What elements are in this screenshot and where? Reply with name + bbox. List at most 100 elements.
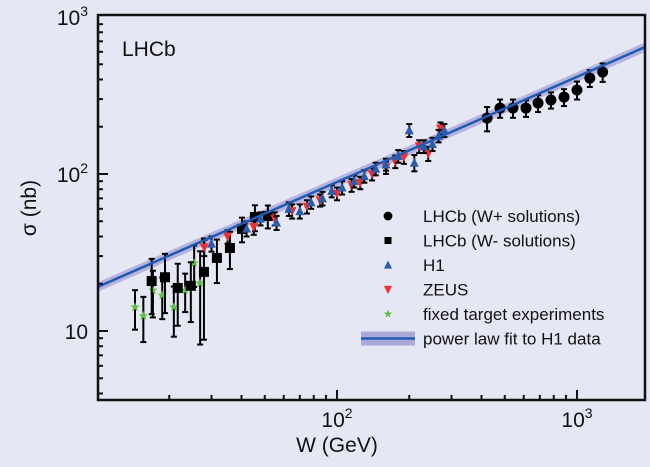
legend-item: power law fit to H1 data (361, 330, 601, 349)
legend-label: LHCb (W- solutions) (423, 232, 576, 251)
legend-marker (383, 260, 393, 269)
marker-triangle-up (349, 176, 359, 186)
legend-label: ZEUS (423, 281, 468, 300)
marker-triangle-down (355, 178, 365, 188)
legend-marker-triangle-down (383, 285, 393, 294)
marker-triangle-up (428, 139, 438, 149)
legend-marker (383, 309, 393, 318)
legend-item: LHCb (W- solutions) (384, 232, 576, 251)
marker-triangle-up (317, 193, 327, 203)
marker-triangle-up (419, 141, 429, 151)
y-tick-label-exponent: 3 (80, 3, 88, 19)
legend: LHCb (W+ solutions) LHCb (W- solutions) H1… (361, 207, 604, 349)
marker-star (148, 285, 158, 295)
marker-triangle-up (207, 238, 217, 248)
y-tick-label: 102 (57, 160, 88, 187)
legend-marker (383, 211, 393, 221)
marker-square (262, 211, 273, 222)
marker-square (198, 266, 209, 277)
legend-marker (384, 237, 392, 244)
data-point-circle (584, 69, 596, 89)
data-point-triangle-down (332, 186, 342, 202)
legend-item: LHCb (W+ solutions) (383, 207, 580, 226)
y-tick-label-base: 10 (65, 321, 88, 344)
marker-triangle-up (272, 217, 282, 227)
annotation-lhcb: LHCb (122, 38, 176, 61)
marker-square (237, 223, 248, 234)
marker-star (195, 278, 205, 288)
data-point-triangle-up (306, 195, 316, 210)
marker-triangle-up (381, 159, 391, 169)
plot-frame (96, 13, 647, 402)
data-point-triangle-down (355, 175, 365, 191)
x-tick-label-base: 10 (561, 409, 584, 432)
data-point-square (172, 262, 183, 327)
marker-triangle-up (255, 213, 265, 223)
x-tick-label: 102 (321, 405, 352, 432)
data-point-triangle-up (317, 190, 327, 207)
marker-star (189, 258, 199, 268)
marker-square (211, 252, 222, 263)
fit-line (97, 45, 646, 288)
y-tick-label: 103 (57, 3, 88, 30)
legend-marker-circle (383, 211, 393, 221)
data-point-triangle-up (419, 139, 429, 155)
marker-square (172, 282, 183, 293)
marker-triangle-up (359, 171, 369, 181)
marker-circle (545, 94, 557, 106)
data-point-triangle-up (404, 123, 414, 139)
x-tick-label-exponent: 3 (585, 405, 593, 421)
marker-circle (520, 102, 532, 114)
y-tick-label-base: 10 (57, 7, 80, 30)
marker-triangle-up (371, 163, 381, 173)
marker-triangle-up (439, 125, 449, 135)
marker-circle (571, 84, 583, 96)
data-point-triangle-up (295, 203, 305, 220)
data-point-star (130, 289, 140, 331)
marker-triangle-up (327, 185, 337, 195)
legend-item: fixed target experiments (383, 305, 604, 324)
marker-star (138, 310, 149, 320)
marker-triangle-up (284, 203, 294, 213)
marker-triangle-up (242, 223, 252, 233)
legend-marker-square (384, 237, 392, 244)
data-point-circle (545, 91, 557, 110)
legend-item: ZEUS (383, 281, 468, 300)
data-point-triangle-up (428, 136, 438, 153)
marker-square (224, 242, 235, 253)
x-axis-label: W (GeV) (296, 434, 378, 457)
data-point-square (211, 238, 222, 285)
data-point-star (195, 250, 205, 346)
y-tick-label-base: 10 (57, 164, 80, 187)
marker-triangle-down (223, 232, 233, 242)
legend-label: fixed target experiments (423, 305, 604, 324)
marker-square (185, 280, 196, 291)
legend-label: LHCb (W+ solutions) (423, 207, 580, 226)
data-point-circle (558, 88, 570, 108)
marker-star (157, 290, 167, 300)
marker-triangle-up (409, 157, 419, 167)
marker-square (159, 272, 170, 283)
marker-triangle-up (337, 182, 347, 192)
y-tick-label: 10 (65, 321, 88, 344)
y-tick-label-exponent: 2 (80, 160, 88, 176)
marker-circle (558, 91, 570, 103)
legend-marker (383, 285, 393, 294)
data-point-triangle-up (272, 215, 282, 231)
legend-label: H1 (423, 256, 445, 275)
marker-circle (597, 66, 609, 78)
data-point-square (237, 216, 248, 244)
y-axis-label: σ (nb) (18, 180, 41, 236)
x-tick-label-exponent: 2 (345, 405, 353, 421)
data-point-triangle-up (409, 154, 419, 173)
marker-circle (532, 97, 544, 109)
data-point-star (180, 272, 190, 314)
legend-marker-triangle-up (383, 260, 393, 269)
marker-triangle-down (332, 189, 342, 199)
data-point-square (159, 252, 170, 315)
marker-triangle-down (399, 153, 409, 163)
marker-square (146, 276, 157, 287)
marker-star (169, 302, 179, 312)
